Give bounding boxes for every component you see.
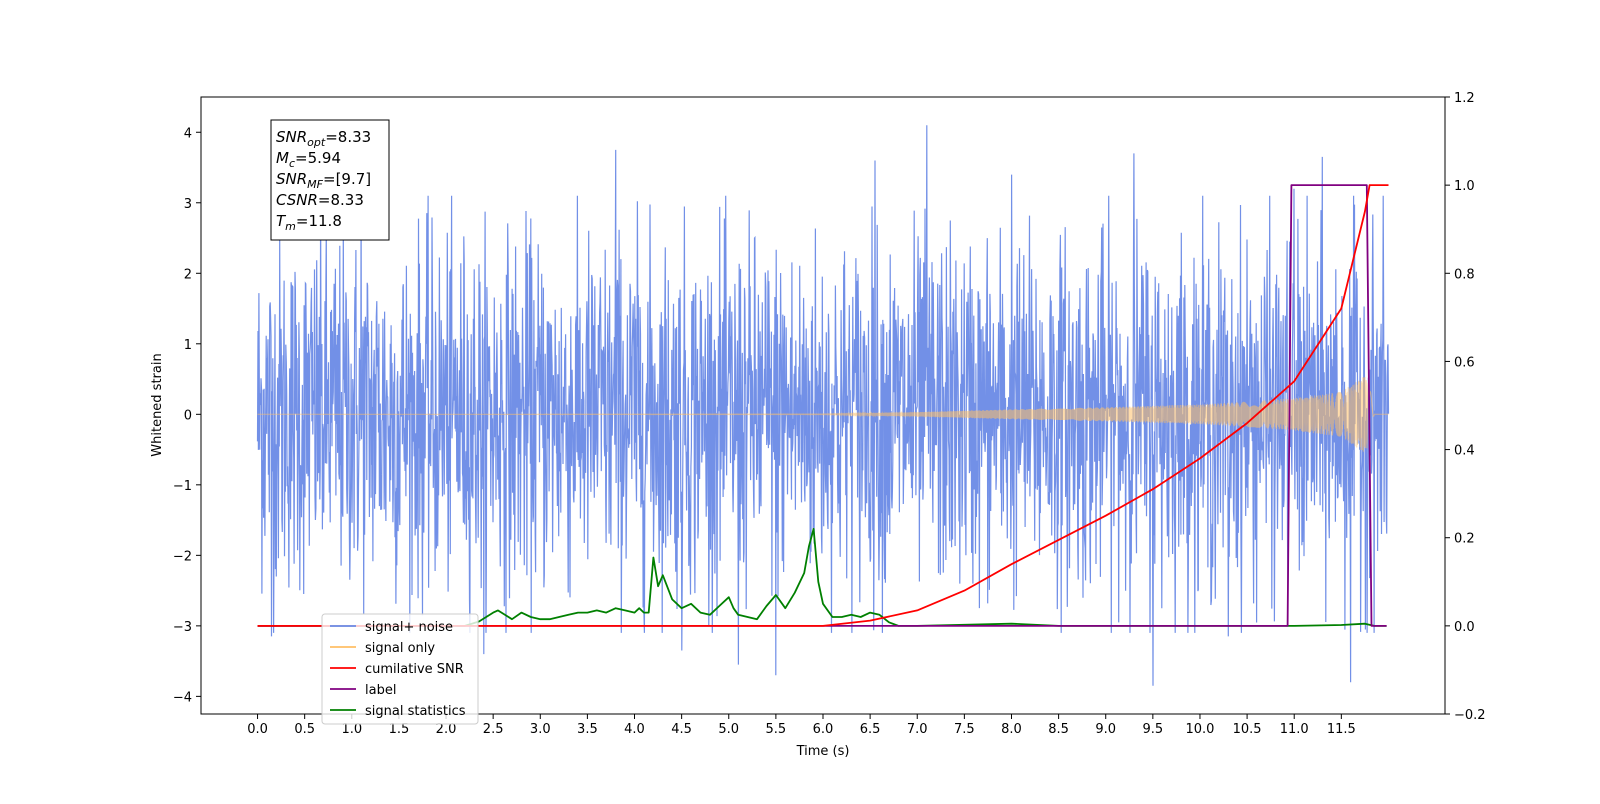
series-signal-only-line (257, 376, 1389, 452)
x-axis-label: Time (s) (796, 744, 850, 759)
x-axis: 0.0 0.5 1.0 1.5 2.0 2.5 3.0 3.5 4.0 4.5 5.0 5.5 6.0 6… (247, 714, 1356, 737)
info-box: SNRopt=8.33Mc=5.94SNRMF=[9.7]CSNR=8.33Tm… (270, 119, 390, 241)
legend: signal+ noise signal only cumilative SNR la… (321, 613, 479, 725)
series-label-line (257, 184, 1387, 627)
x-tick-label: 11.0 (1280, 722, 1309, 737)
info-box-line: Tm=11.8 (276, 212, 342, 233)
y2-tick-label: 0.4 (1454, 444, 1475, 459)
info-symbol: SNR (276, 128, 307, 146)
series-signal-statistics-line (257, 528, 1387, 627)
series-signal-noise-line (256, 125, 1390, 686)
info-box-line: Mc=5.94 (276, 149, 341, 170)
legend-entry-label: signal+ noise (365, 620, 453, 635)
x-tick-label: 4.0 (624, 722, 645, 737)
info-value: =8.33 (325, 128, 371, 146)
x-tick-label: 5.0 (718, 722, 739, 737)
y-tick-label: −1 (173, 479, 192, 494)
x-tick-label: 3.5 (577, 722, 598, 737)
info-box-line: CSNR=8.33 (276, 191, 364, 209)
legend-entry-label: signal only (365, 641, 435, 656)
y-tick-label: 1 (184, 338, 192, 353)
info-subscript: MF (307, 178, 323, 191)
y-tick-label: 3 (184, 197, 192, 212)
y-tick-label: −3 (173, 620, 192, 635)
x-tick-label: 9.0 (1095, 722, 1116, 737)
legend-entry-label: cumilative SNR (365, 662, 464, 677)
x-tick-label: 10.0 (1185, 722, 1214, 737)
x-tick-label: 2.5 (483, 722, 504, 737)
y-axis-right: 1.2 1.0 0.8 0.6 0.4 0.2 0.0 −0.2 (1445, 91, 1486, 723)
info-subscript: c (289, 157, 295, 170)
info-symbol: SNR (276, 170, 307, 188)
x-tick-label: 0.0 (247, 722, 268, 737)
x-tick-label: 8.5 (1048, 722, 1069, 737)
x-tick-label: 1.0 (341, 722, 362, 737)
y-axis-label: Whitened strain (150, 353, 165, 456)
x-tick-label: 7.0 (907, 722, 928, 737)
x-tick-label: 8.0 (1001, 722, 1022, 737)
x-tick-label: 3.0 (530, 722, 551, 737)
info-box-line: SNRMF=[9.7] (276, 170, 371, 191)
info-symbol: T (276, 212, 287, 230)
legend-entry-label: label (365, 683, 396, 698)
y2-tick-label: 1.2 (1454, 91, 1475, 106)
x-tick-label: 7.5 (954, 722, 975, 737)
info-symbol: CSNR (276, 191, 318, 209)
x-tick-label: 2.0 (436, 722, 457, 737)
y2-tick-label: −0.2 (1454, 708, 1486, 723)
info-value: =[9.7] (323, 170, 371, 188)
x-tick-label: 11.5 (1327, 722, 1356, 737)
x-tick-label: 6.5 (860, 722, 881, 737)
x-tick-label: 1.5 (389, 722, 410, 737)
y-axis-left: 4 3 2 1 0 −1 −2 −3 −4 (173, 126, 201, 705)
info-symbol: M (276, 149, 289, 167)
x-tick-label: 4.5 (671, 722, 692, 737)
x-tick-label: 9.5 (1143, 722, 1164, 737)
y-tick-label: 0 (184, 408, 192, 423)
legend-frame (321, 613, 479, 725)
y2-tick-label: 0.0 (1454, 620, 1475, 635)
info-value: =5.94 (295, 149, 341, 167)
y2-tick-label: 0.2 (1454, 532, 1475, 547)
x-tick-label: 5.5 (766, 722, 787, 737)
y-tick-label: 2 (184, 267, 192, 282)
y-tick-label: −2 (173, 549, 192, 564)
series-cumulative-snr-line (257, 184, 1389, 627)
y-tick-label: 4 (184, 126, 192, 141)
x-tick-label: 10.5 (1233, 722, 1262, 737)
info-box-line: SNRopt=8.33 (276, 128, 371, 149)
y2-tick-label: 0.6 (1454, 355, 1475, 370)
legend-entry-label: signal statistics (365, 704, 466, 719)
y2-tick-label: 1.0 (1454, 179, 1475, 194)
plot-series-layer (256, 125, 1390, 686)
info-value: =8.33 (318, 191, 364, 209)
info-subscript: m (285, 220, 296, 233)
info-value: =11.8 (296, 212, 342, 230)
y2-tick-label: 0.8 (1454, 267, 1475, 282)
x-tick-label: 0.5 (294, 722, 315, 737)
info-box-frame (270, 119, 390, 241)
info-subscript: opt (307, 136, 326, 149)
x-tick-label: 6.0 (813, 722, 834, 737)
y-tick-label: −4 (173, 690, 192, 705)
